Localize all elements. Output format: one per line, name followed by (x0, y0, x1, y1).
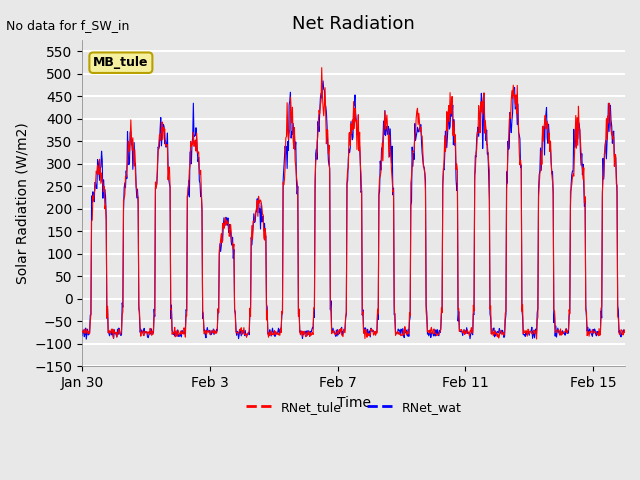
Title: Net Radiation: Net Radiation (292, 15, 415, 33)
X-axis label: Time: Time (337, 396, 371, 409)
Y-axis label: Solar Radiation (W/m2): Solar Radiation (W/m2) (15, 122, 29, 284)
Text: No data for f_SW_in: No data for f_SW_in (6, 19, 130, 32)
Text: MB_tule: MB_tule (93, 56, 148, 69)
Legend: RNet_tule, RNet_wat: RNet_tule, RNet_wat (241, 396, 467, 419)
